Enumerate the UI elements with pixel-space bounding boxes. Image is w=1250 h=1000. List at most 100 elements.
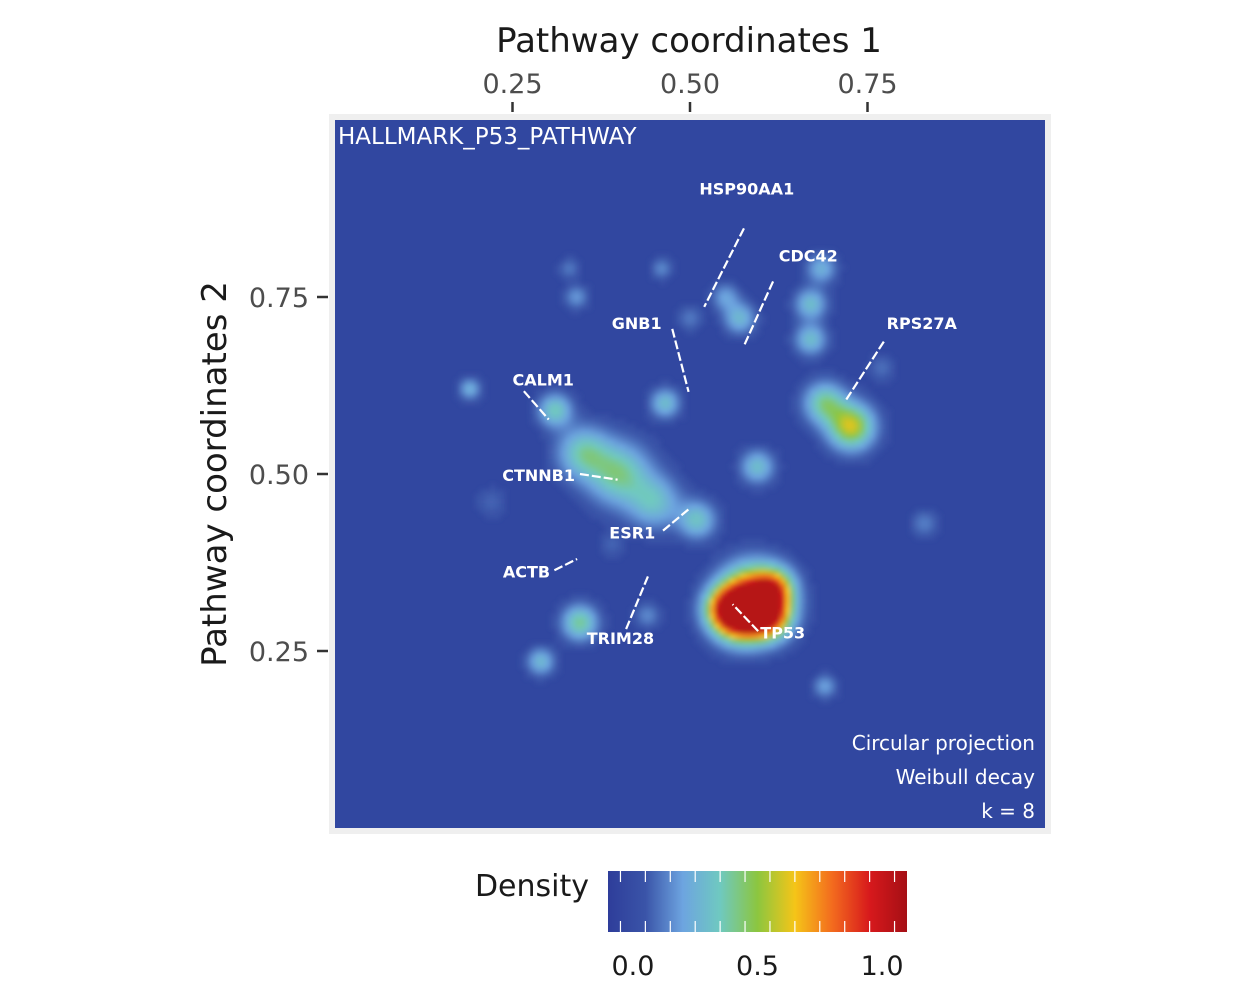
density-cell (560, 429, 566, 435)
density-cell (550, 404, 556, 410)
density-cell (600, 533, 606, 540)
density-cell (530, 663, 536, 670)
density-cell (615, 513, 621, 520)
density-cell (790, 553, 796, 560)
density-cell (930, 533, 936, 540)
density-cell (575, 264, 581, 271)
density-cell (885, 374, 891, 380)
density-cell (655, 384, 661, 390)
density-cell (655, 518, 661, 525)
density-cell (820, 429, 826, 435)
density-cell (800, 269, 806, 276)
density-cell (785, 613, 791, 620)
density-cell (455, 394, 461, 400)
density-cell (885, 429, 891, 435)
density-cell (590, 613, 596, 620)
density-cell (650, 264, 656, 271)
density-cell (630, 469, 636, 475)
density-cell (570, 394, 576, 400)
density-cell (885, 414, 891, 420)
density-cell (795, 613, 801, 620)
density-cell (870, 444, 876, 450)
density-cell (480, 488, 486, 495)
density-cell (540, 399, 546, 405)
density-cell (715, 558, 721, 565)
density-cell (555, 269, 561, 276)
density-cell (650, 613, 656, 620)
density-cell (580, 409, 586, 415)
density-cell (685, 518, 691, 525)
density-cell (620, 464, 626, 470)
density-cell (685, 608, 691, 615)
density-cell (650, 618, 656, 625)
density-cell (585, 503, 591, 510)
density-cell (460, 389, 466, 395)
density-cell (575, 274, 581, 281)
density-cell (645, 414, 651, 420)
density-cell (800, 359, 806, 365)
density-cell (680, 498, 686, 505)
density-cell (580, 464, 586, 470)
density-cell (720, 548, 726, 555)
density-cell (640, 464, 646, 470)
density-cell (660, 613, 666, 620)
density-cell (785, 548, 791, 555)
density-cell (645, 533, 651, 540)
density-cell (645, 518, 651, 525)
density-cell (690, 503, 696, 510)
density-cell (815, 399, 821, 405)
density-cell (730, 653, 736, 660)
density-cell (815, 304, 821, 311)
density-cell (550, 454, 556, 460)
density-cell (685, 304, 691, 311)
density-cell (675, 528, 681, 535)
density-cell (805, 394, 811, 400)
density-cell (745, 538, 751, 545)
density-cell (755, 643, 761, 650)
density-cell (855, 419, 861, 425)
density-cell (585, 459, 591, 465)
density-cell (740, 538, 746, 545)
density-cell (580, 424, 586, 430)
density-cell (470, 379, 476, 385)
density-cell (540, 673, 546, 680)
density-cell (860, 414, 866, 420)
density-cell (605, 424, 611, 430)
density-cell (470, 394, 476, 400)
density-cell (730, 648, 736, 655)
density-cell (570, 643, 576, 650)
density-cell (715, 304, 721, 311)
density-cell (560, 404, 566, 410)
density-cell (885, 424, 891, 430)
density-cell (810, 339, 816, 345)
density-cell (720, 503, 726, 510)
density-cell (665, 528, 671, 535)
density-cell (770, 628, 776, 635)
density-cell (545, 434, 551, 440)
density-cell (740, 598, 746, 605)
density-cell (760, 583, 766, 590)
density-cell (745, 324, 751, 331)
density-cell (620, 424, 626, 430)
density-cell (480, 379, 486, 385)
density-cell (885, 409, 891, 415)
density-cell (875, 429, 881, 435)
density-cell (600, 419, 606, 425)
density-cell (695, 319, 701, 326)
density-cell (585, 638, 591, 645)
density-cell (705, 593, 711, 600)
density-cell (610, 548, 616, 555)
density-cell (595, 603, 601, 610)
density-cell (715, 648, 721, 655)
density-cell (800, 603, 806, 610)
density-cell (790, 294, 796, 301)
density-cell (590, 628, 596, 635)
density-cell (575, 439, 581, 445)
density-cell (575, 414, 581, 420)
density-cell (785, 608, 791, 615)
density-cell (665, 498, 671, 505)
density-cell (545, 673, 551, 680)
density-cell (560, 464, 566, 470)
density-cell (485, 513, 491, 520)
density-cell (820, 389, 826, 395)
